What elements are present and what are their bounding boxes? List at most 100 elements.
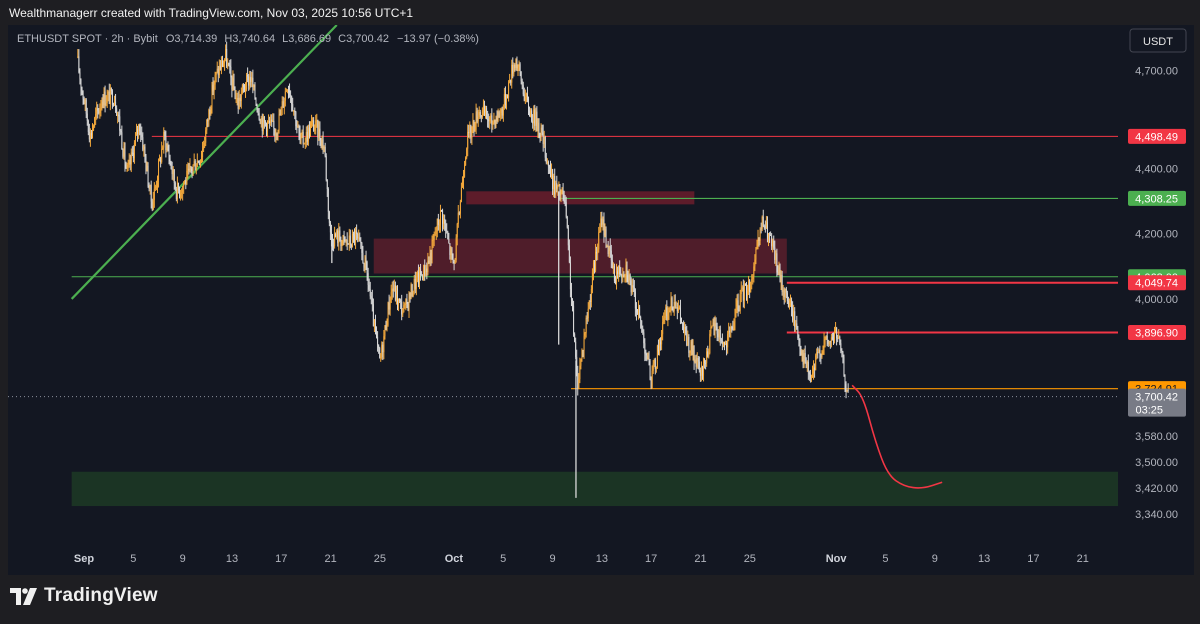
candle-body bbox=[617, 271, 619, 275]
candle-body bbox=[831, 337, 833, 340]
candle-body bbox=[243, 86, 245, 91]
candle-body bbox=[385, 325, 387, 330]
candle-body bbox=[695, 359, 697, 367]
candle-body bbox=[663, 318, 665, 322]
candle-body bbox=[532, 121, 534, 124]
candle-body bbox=[483, 105, 485, 114]
candle-body bbox=[710, 327, 712, 334]
currency-button[interactable]: USDT bbox=[1129, 28, 1187, 53]
candle-body bbox=[639, 306, 641, 317]
candle-body bbox=[367, 273, 369, 286]
countdown-text: 03:25 bbox=[1135, 405, 1163, 417]
candle-body bbox=[659, 341, 661, 352]
candle-body bbox=[253, 84, 255, 88]
time-tick-label: 9 bbox=[932, 553, 938, 565]
zone-layer bbox=[71, 191, 1118, 507]
candle-body bbox=[807, 361, 809, 373]
candle-body bbox=[169, 158, 171, 162]
time-tick-label: 5 bbox=[882, 553, 888, 565]
candle-body bbox=[491, 115, 493, 125]
open-label: O bbox=[166, 33, 175, 45]
candle-body bbox=[555, 183, 557, 195]
candle-body bbox=[781, 274, 783, 292]
candle-body bbox=[362, 252, 364, 264]
candle-body bbox=[215, 72, 217, 75]
price-label-bg bbox=[1128, 275, 1186, 291]
candle-body bbox=[370, 296, 372, 298]
candle-body bbox=[530, 110, 532, 117]
candle-body bbox=[191, 168, 193, 171]
candle-body bbox=[229, 65, 231, 67]
candle-body bbox=[399, 298, 401, 301]
candle-body bbox=[139, 124, 141, 132]
candle-body bbox=[566, 216, 568, 228]
candle-body bbox=[738, 310, 740, 312]
candle-body bbox=[618, 265, 620, 275]
candle-body bbox=[365, 257, 367, 262]
candle-body bbox=[526, 93, 528, 101]
symbol-name[interactable]: ETHUSDT SPOT · 2h · Bybit bbox=[17, 33, 158, 45]
close-label: C bbox=[338, 33, 346, 45]
candle-body bbox=[553, 176, 555, 190]
candle-body bbox=[485, 108, 487, 114]
candle-body bbox=[447, 232, 449, 240]
candle-body bbox=[125, 164, 127, 169]
candle-body bbox=[824, 339, 826, 341]
candle-body bbox=[87, 120, 89, 132]
candle-body bbox=[516, 58, 518, 69]
candle-body bbox=[128, 160, 130, 165]
candle-body bbox=[486, 108, 488, 119]
candle-body bbox=[206, 119, 208, 131]
candle-body bbox=[192, 164, 194, 171]
candle-body bbox=[285, 90, 287, 92]
candle-body bbox=[723, 341, 725, 345]
high-label: H bbox=[224, 33, 232, 45]
candle-body bbox=[175, 189, 177, 199]
candle-body bbox=[137, 129, 139, 135]
candle-body bbox=[666, 307, 668, 321]
candle-body bbox=[342, 235, 344, 242]
tradingview-logo[interactable]: TradingView bbox=[10, 585, 158, 607]
candle-body bbox=[493, 119, 495, 123]
candle-body bbox=[218, 66, 220, 76]
candle-body bbox=[777, 272, 779, 274]
candle-body bbox=[452, 253, 454, 262]
time-tick-label: 17 bbox=[645, 553, 657, 565]
price-axis[interactable]: 4,700.00 4,400.00 4,200.00 4,000.00 3,580.00… bbox=[1128, 66, 1186, 522]
candle-body bbox=[743, 284, 745, 301]
price-chart[interactable]: 4,700.00 4,400.00 4,200.00 4,000.00 3,580.00… bbox=[8, 25, 1194, 575]
candle-body bbox=[469, 124, 471, 133]
time-tick-label: 5 bbox=[130, 553, 136, 565]
candle-body bbox=[823, 339, 825, 349]
tradingview-logo-icon bbox=[10, 587, 37, 605]
candle-body bbox=[699, 370, 701, 376]
candle-body bbox=[843, 356, 845, 377]
candle-body bbox=[163, 131, 165, 148]
candle-body bbox=[656, 345, 658, 367]
candle-body bbox=[111, 91, 113, 106]
candle-body bbox=[334, 233, 336, 247]
candle-body bbox=[77, 56, 79, 58]
candle-body bbox=[377, 336, 379, 345]
candle-body bbox=[507, 96, 509, 98]
currency-button-frame[interactable] bbox=[1129, 28, 1187, 53]
candle-body bbox=[103, 91, 105, 105]
candle-body bbox=[751, 279, 753, 282]
candle-body bbox=[248, 76, 250, 86]
candle-body bbox=[459, 201, 461, 214]
candle-body bbox=[793, 311, 795, 321]
currency-button-label[interactable]: USDT bbox=[1143, 36, 1173, 48]
candle-body bbox=[381, 344, 383, 358]
projection-layer bbox=[851, 384, 943, 489]
candle-body bbox=[134, 135, 136, 143]
candle-body bbox=[145, 156, 147, 172]
candle-body bbox=[784, 288, 786, 298]
candle-body bbox=[631, 285, 633, 293]
candle-body bbox=[509, 80, 511, 83]
candle-body bbox=[302, 131, 304, 144]
time-axis[interactable]: Sep 5 9 13 17 21 25 Oct 5 9 13 17 21 25 Nov 5 9 13 17 21 bbox=[74, 553, 1089, 565]
candle-body bbox=[641, 320, 643, 329]
candle-body bbox=[118, 114, 120, 117]
candle-body bbox=[525, 93, 527, 98]
candle-body bbox=[582, 350, 584, 352]
